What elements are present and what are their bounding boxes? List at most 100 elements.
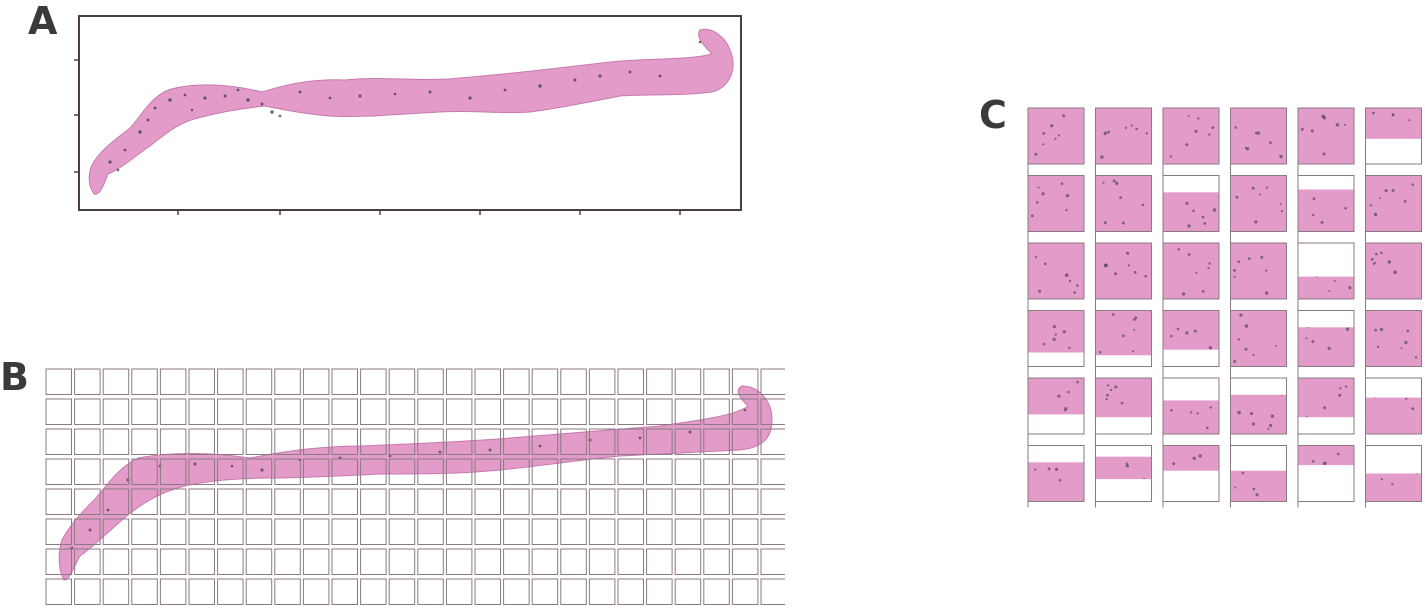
tile-background: [1095, 417, 1152, 434]
grid-b-cell: [360, 578, 387, 605]
tile-nucleus: [1106, 393, 1109, 397]
grid-b-cell: [760, 368, 785, 395]
grid-b-cell: [131, 578, 158, 605]
grid-b-cell: [760, 428, 785, 455]
grid-b-cell: [474, 368, 501, 395]
grid-b-cell: [503, 518, 530, 545]
grid-b-cell: [331, 398, 358, 425]
panel-a: [74, 15, 742, 215]
tile-nucleus: [1041, 192, 1045, 196]
tile-background: [1163, 378, 1219, 401]
tile-tissue: [1028, 175, 1084, 232]
tile-nucleus: [1110, 388, 1113, 392]
grid-b-cell: [188, 578, 215, 605]
tile-nucleus: [1119, 196, 1122, 200]
grid-b-cell: [474, 458, 501, 485]
grid-b-cell: [74, 398, 101, 425]
tile-nucleus: [1379, 327, 1384, 332]
tile-background: [1365, 445, 1422, 474]
grid-b-cell: [617, 488, 644, 515]
tile-nucleus: [1258, 193, 1261, 196]
grid-b-cell: [503, 368, 530, 395]
tile-nucleus: [1404, 340, 1408, 345]
tile-nucleus: [1338, 393, 1342, 397]
grid-b-cell: [45, 488, 72, 515]
tile-nucleus: [1373, 261, 1376, 264]
tile-nucleus: [1170, 409, 1173, 412]
tile-nucleus: [1387, 260, 1392, 264]
panel-label-a: A: [28, 0, 58, 43]
tissue-section-a: [88, 28, 734, 195]
grid-b-cell: [74, 368, 101, 395]
tile-nucleus: [1328, 289, 1331, 292]
tile-nucleus: [1345, 327, 1350, 331]
grid-b-cell: [159, 428, 187, 455]
tile-nucleus: [1121, 221, 1125, 225]
grid-b-cell: [731, 398, 759, 425]
tile-nucleus: [1235, 195, 1239, 199]
grid-b-cell: [74, 488, 101, 515]
tile-background: [1163, 175, 1219, 193]
grid-b-cell: [588, 398, 616, 425]
grid-b-cell: [131, 458, 158, 485]
panel-a-ticks: [74, 59, 681, 215]
tile-background: [1028, 414, 1084, 434]
tile-nucleus: [1052, 337, 1056, 341]
tile-nucleus: [1233, 360, 1237, 363]
tile-nucleus: [1408, 119, 1411, 122]
grid-b-cell: [331, 518, 358, 545]
tile-nucleus: [1203, 222, 1207, 225]
tile-nucleus: [1192, 456, 1196, 460]
tile-nucleus: [1187, 224, 1191, 228]
tile-nucleus: [1211, 126, 1215, 129]
grid-b-cell: [74, 518, 101, 545]
grid-b-cell: [188, 548, 215, 575]
tile-nucleus: [1177, 248, 1180, 251]
grid-b-cell: [531, 368, 559, 395]
grid-b-cell: [760, 518, 785, 545]
tile-nucleus: [1102, 181, 1105, 184]
grid-b-cell: [646, 548, 673, 575]
grid-b-cell: [245, 578, 273, 605]
grid-b-cell: [274, 458, 301, 485]
tile-nucleus: [1104, 263, 1109, 267]
tile-nucleus: [1237, 260, 1240, 264]
grid-b-cell: [188, 398, 215, 425]
tile-nucleus: [1073, 291, 1076, 294]
grid-b-cell: [74, 458, 101, 485]
tile-nucleus: [1172, 462, 1176, 466]
tile-nucleus: [1181, 292, 1186, 296]
grid-b-cell: [617, 398, 644, 425]
grid-b-cell: [674, 548, 702, 575]
tile-nucleus: [1114, 385, 1118, 389]
grid-b-cell: [674, 518, 702, 545]
grid-b-cell: [245, 458, 273, 485]
tile-nucleus: [1120, 401, 1124, 405]
tile-grid-lines: [1027, 108, 1366, 508]
tile: [1162, 107, 1220, 165]
grid-b-cell: [531, 578, 559, 605]
tile-nucleus: [1062, 330, 1066, 334]
tile-nucleus: [1322, 152, 1326, 156]
tile-background: [1095, 355, 1152, 367]
grid-b-cell: [388, 398, 416, 425]
tile-nucleus: [1310, 129, 1314, 133]
grid-b-cell: [102, 368, 130, 395]
grid-b-cell: [560, 398, 587, 425]
grid-b-cell: [503, 548, 530, 575]
grid-b-cell: [217, 398, 244, 425]
grid-b-cell: [102, 458, 130, 485]
tile-nucleus: [1042, 131, 1046, 135]
tile: [1027, 175, 1085, 232]
tile-nucleus: [1244, 324, 1249, 328]
panel-label-b: B: [0, 355, 29, 399]
grid-b-cell: [388, 488, 416, 515]
grid-b-cell: [188, 428, 215, 455]
tile-nucleus: [1107, 130, 1110, 134]
grid-b-cell: [274, 368, 301, 395]
grid-b-cell: [417, 578, 444, 605]
grid-b-cell: [731, 428, 759, 455]
tile-nucleus: [1373, 212, 1378, 217]
grid-b-cell: [731, 458, 759, 485]
